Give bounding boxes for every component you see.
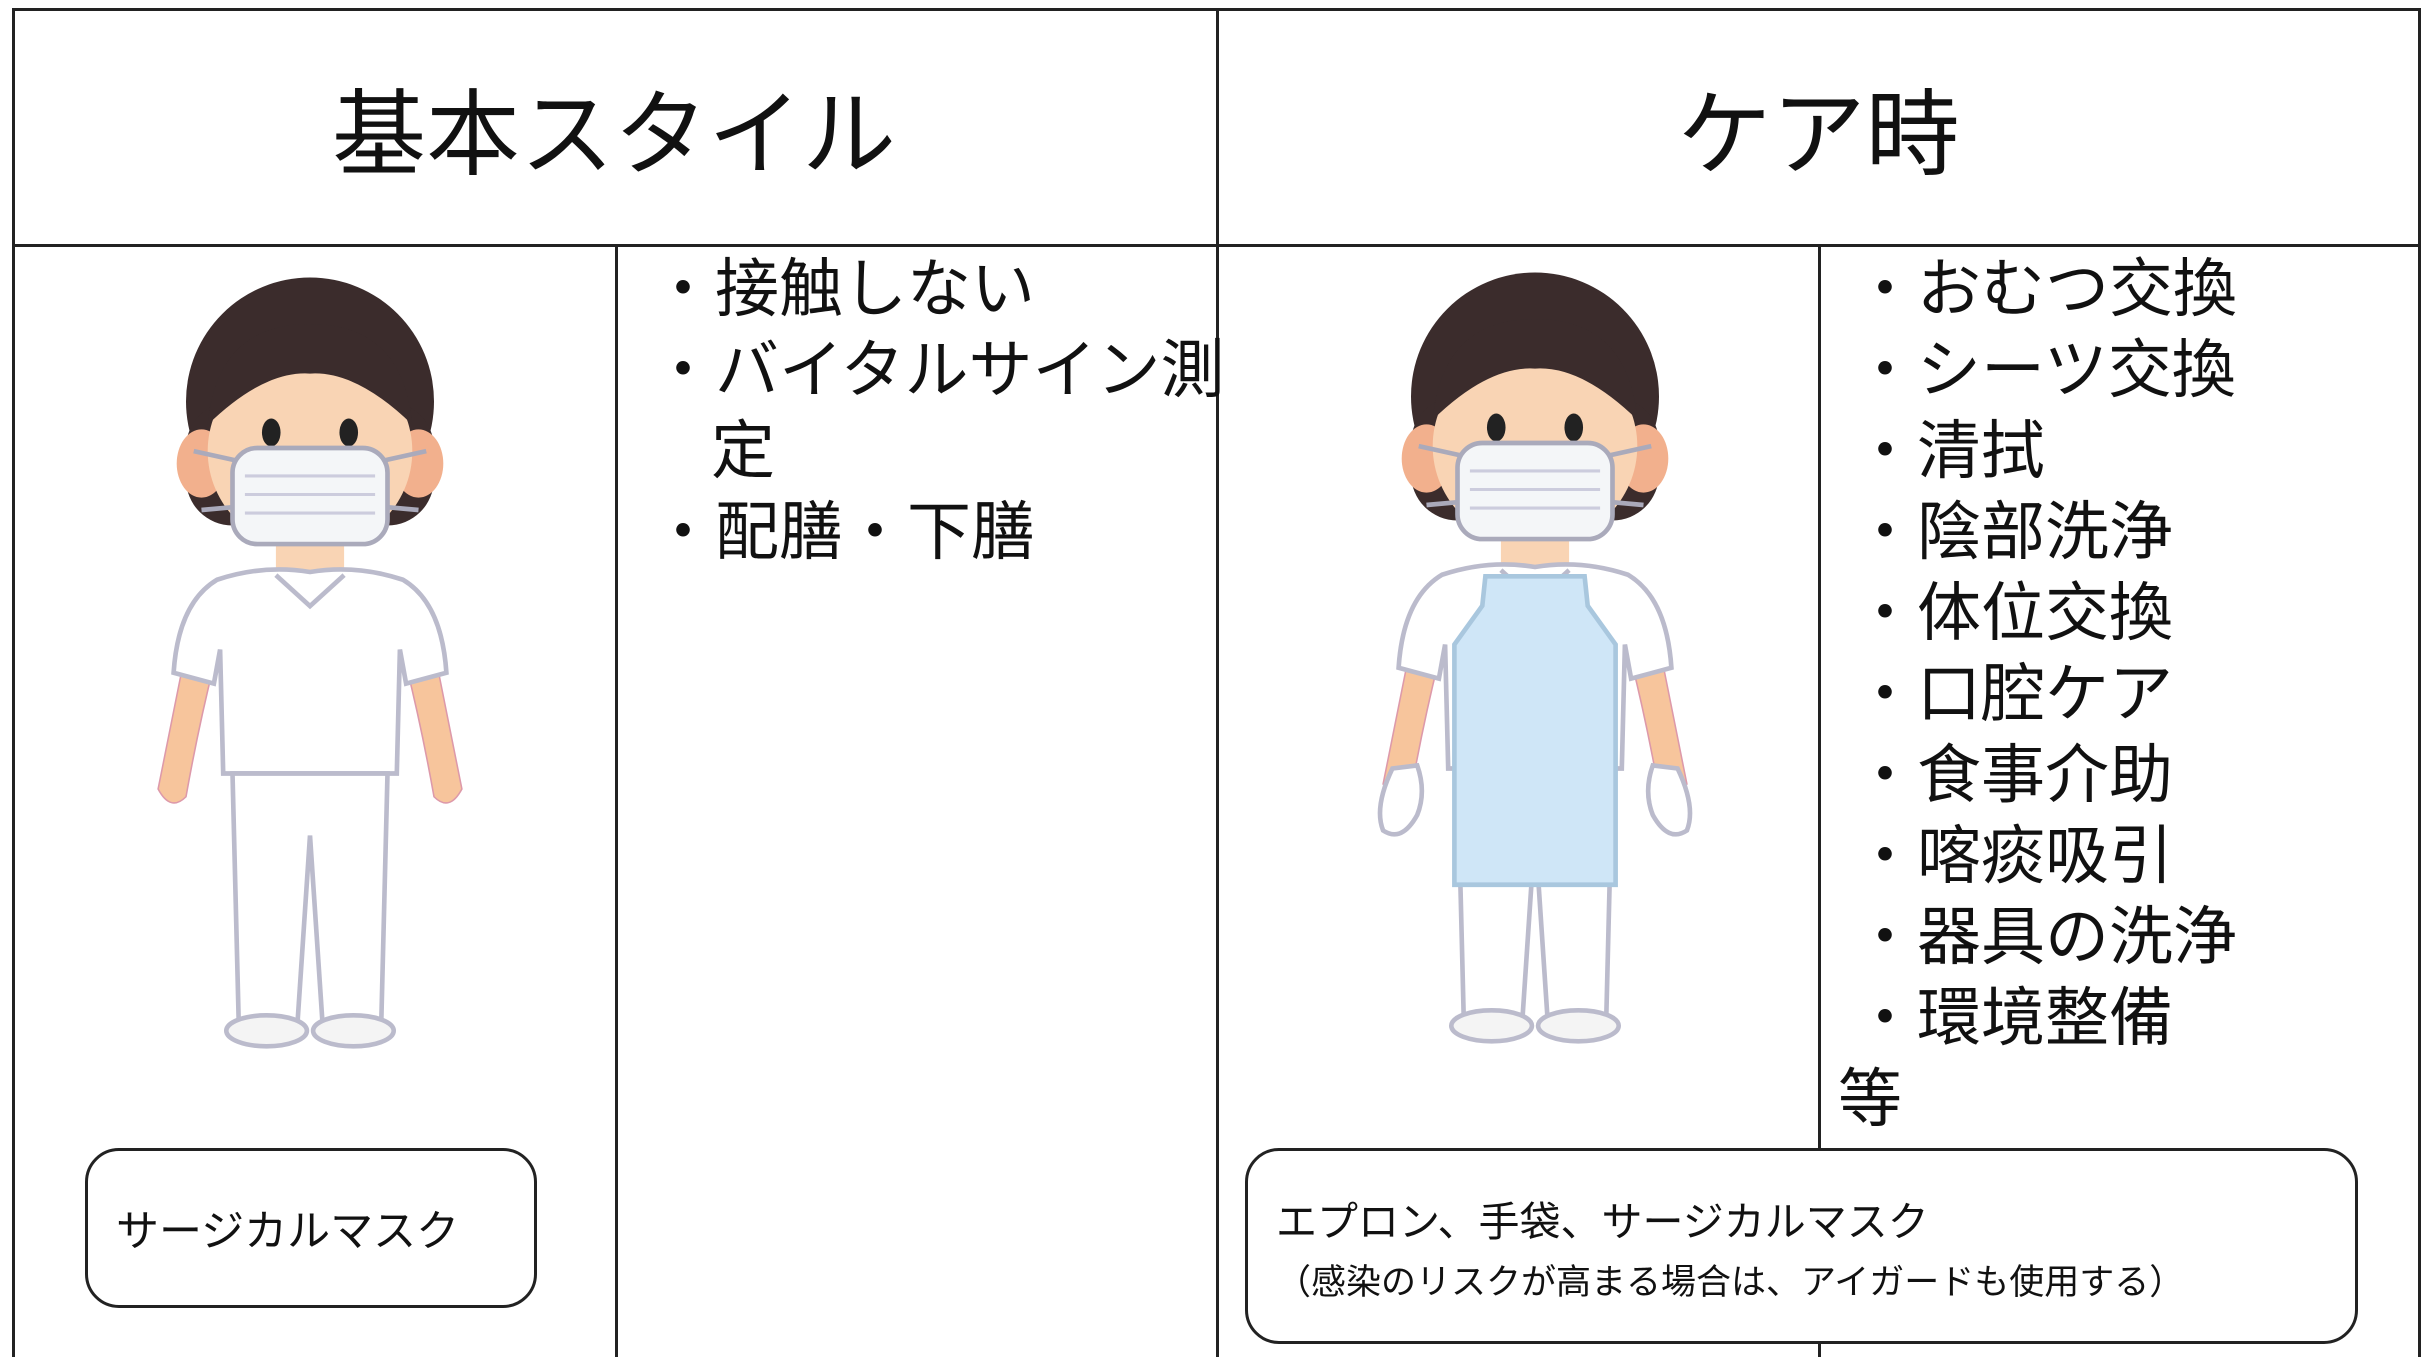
- list-item: ・食事介助: [1853, 739, 2173, 813]
- illustration-basic: [124, 275, 496, 1055]
- note-box: サージカルマスク: [85, 1148, 537, 1308]
- list-item: ・体位交換: [1853, 577, 2173, 651]
- note-sub: （感染のリスクが高まる場合は、アイガードも使用する）: [1276, 1262, 2185, 1303]
- list-item: ・清拭: [1853, 415, 2045, 489]
- note-box: エプロン、手袋、サージカルマスク （感染のリスクが高まる場合は、アイガードも使用…: [1245, 1148, 2358, 1344]
- item-list: ・接触しない ・バイタルサイン測定 ・配膳・下膳: [651, 250, 1231, 574]
- item-list: ・おむつ交換 ・シーツ交換 ・清拭 ・陰部洗浄 ・体位交換 ・口腔ケア ・食事介助 ・喀痰吸引…: [1838, 250, 2432, 1141]
- list-item: ・シーツ交換: [1853, 334, 2236, 408]
- illustration-care: [1377, 270, 1693, 1050]
- border: [2418, 8, 2421, 1357]
- note: エプロン、手袋、サージカルマスク: [1276, 1197, 1929, 1246]
- border: [615, 244, 618, 1357]
- list-item: 等: [1838, 1063, 1902, 1137]
- border: [1216, 8, 1219, 1357]
- list-item: ・環境整備: [1853, 982, 2173, 1056]
- border: [12, 8, 15, 1357]
- list-item: ・陰部洗浄: [1853, 496, 2173, 570]
- list-item: ・配膳・下膳: [651, 496, 1035, 570]
- note: サージカルマスク: [116, 1207, 460, 1257]
- list-item: ・バイタルサイン測定: [651, 334, 1225, 489]
- list-item: ・器具の洗浄: [1853, 901, 2237, 975]
- list-item: ・喀痰吸引: [1853, 820, 2173, 894]
- list-item: ・口腔ケア: [1853, 658, 2173, 732]
- list-item: ・接触しない: [651, 253, 1035, 327]
- list-item: ・おむつ交換: [1853, 253, 2237, 327]
- header: ケア時: [1677, 80, 1960, 190]
- header: 基本スタイル: [331, 80, 896, 190]
- border: [1818, 244, 1821, 1357]
